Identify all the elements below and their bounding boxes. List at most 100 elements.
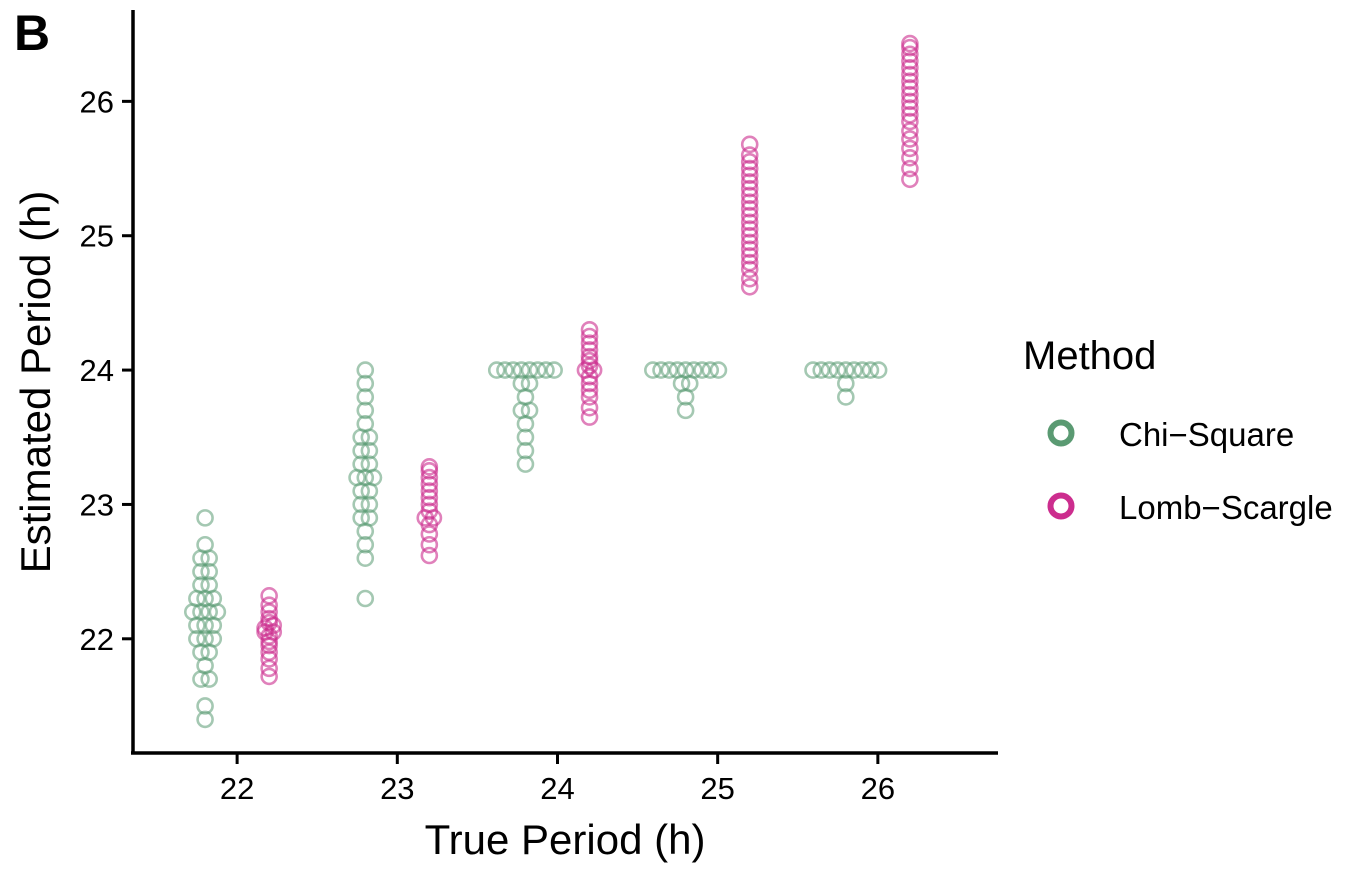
lomb-scargle-point [260, 667, 278, 686]
lomb-scargle-point [740, 206, 759, 225]
chi-square-point [360, 509, 379, 527]
lomb-scargle-point [740, 166, 759, 185]
chi-square-point [192, 576, 210, 594]
points-layer [183, 34, 919, 729]
y-tick-label: 25 [80, 219, 114, 254]
lomb-scargle-point [580, 341, 599, 359]
y-tick-label: 23 [80, 487, 114, 522]
chi-square-point [516, 441, 535, 460]
lomb-scargle-point [580, 327, 599, 346]
lomb-scargle-point [740, 193, 759, 211]
chi-square-point [668, 361, 687, 379]
lomb-scargle-point [901, 99, 919, 117]
legend: Method Chi−Square Lomb−Scargle [1023, 334, 1333, 526]
lomb-scargle-point [420, 546, 439, 565]
chi-square-point [196, 697, 214, 715]
legend-key-lomb-scargle [1047, 492, 1075, 520]
chi-square-point [352, 495, 370, 514]
chi-square-point [545, 361, 563, 379]
chi-square-point [512, 374, 531, 393]
x-tick-label: 24 [540, 771, 574, 806]
lomb-scargle-point [260, 609, 278, 628]
chi-square-point [709, 361, 728, 379]
chi-square-point [528, 361, 547, 379]
lomb-scargle-point [740, 277, 759, 296]
chi-square-point [496, 361, 514, 379]
lomb-scargle-point [901, 148, 919, 167]
lomb-scargle-point [420, 458, 439, 476]
lomb-scargle-point [420, 475, 439, 494]
lomb-scargle-point [901, 139, 919, 158]
y-tick-label: 22 [80, 622, 114, 657]
lomb-scargle-point [740, 200, 759, 218]
chi-square-point [804, 361, 822, 379]
chi-square-point [676, 401, 695, 420]
lomb-scargle-point [580, 347, 599, 366]
lomb-scargle-point [740, 179, 759, 198]
chi-square-point [356, 361, 375, 379]
lomb-scargle-point [901, 52, 919, 70]
lomb-scargle-point [260, 587, 278, 605]
chi-square-point [520, 374, 539, 393]
lomb-scargle-point [420, 525, 439, 543]
chi-square-point [356, 535, 375, 554]
lomb-scargle-point [901, 45, 919, 64]
chi-square-point [693, 361, 711, 379]
y-tick-label: 26 [80, 84, 114, 119]
lomb-scargle-point [740, 135, 759, 154]
lomb-scargle-point [740, 146, 759, 164]
lomb-scargle-point [740, 159, 759, 178]
panel-label: B [14, 5, 50, 61]
chi-square-point [192, 562, 210, 581]
lomb-scargle-point [740, 153, 759, 171]
chi-square-point [869, 361, 888, 379]
lomb-scargle-point [740, 260, 759, 279]
legend-item-chi-square: Chi−Square [1047, 416, 1294, 453]
lomb-scargle-point [260, 596, 278, 615]
chi-square-point [537, 361, 555, 379]
lomb-scargle-point [740, 226, 759, 245]
chi-square-point [352, 455, 370, 473]
x-tick-label: 22 [220, 771, 254, 806]
chi-square-point [701, 361, 720, 379]
lomb-scargle-point [420, 502, 439, 520]
chi-square-point [204, 629, 223, 648]
legend-label-lomb-scargle: Lomb−Scargle [1119, 489, 1333, 526]
lomb-scargle-point [901, 34, 919, 53]
chi-square-point [837, 361, 855, 379]
lomb-scargle-point [260, 650, 278, 668]
lomb-scargle-point [901, 130, 919, 148]
lomb-scargle-point [580, 388, 599, 406]
lomb-scargle-point [580, 320, 599, 339]
lomb-scargle-point [740, 233, 759, 252]
lomb-scargle-point [420, 495, 439, 514]
chi-square-point [356, 589, 375, 608]
chi-square-point [356, 401, 375, 420]
chi-square-point [516, 428, 535, 447]
x-axis-title: True Period (h) [425, 816, 706, 863]
lomb-scargle-point [420, 535, 439, 554]
chi-square-point [812, 361, 831, 379]
chi-square-point [196, 710, 214, 729]
lomb-scargle-point [740, 240, 759, 258]
chi-square-point [360, 455, 379, 473]
chi-square-point [853, 361, 872, 379]
lomb-scargle-point [901, 79, 919, 97]
lomb-scargle-point [901, 159, 919, 178]
x-tick-label: 25 [700, 771, 734, 806]
chi-square-point [676, 361, 695, 379]
lomb-scargle-point [740, 220, 759, 238]
chi-square-point [487, 361, 506, 379]
legend-label-chi-square: Chi−Square [1119, 416, 1294, 453]
chi-square-point [644, 361, 662, 379]
lomb-scargle-point [580, 381, 599, 400]
chi-square-point [837, 374, 855, 393]
chi-square-point [200, 576, 218, 594]
chi-square-point [516, 455, 535, 473]
chi-square-point [845, 361, 863, 379]
chi-square-point [652, 361, 670, 379]
chi-square-point [360, 495, 379, 514]
chi-square-point [512, 361, 531, 379]
lomb-scargle-point [580, 398, 599, 417]
